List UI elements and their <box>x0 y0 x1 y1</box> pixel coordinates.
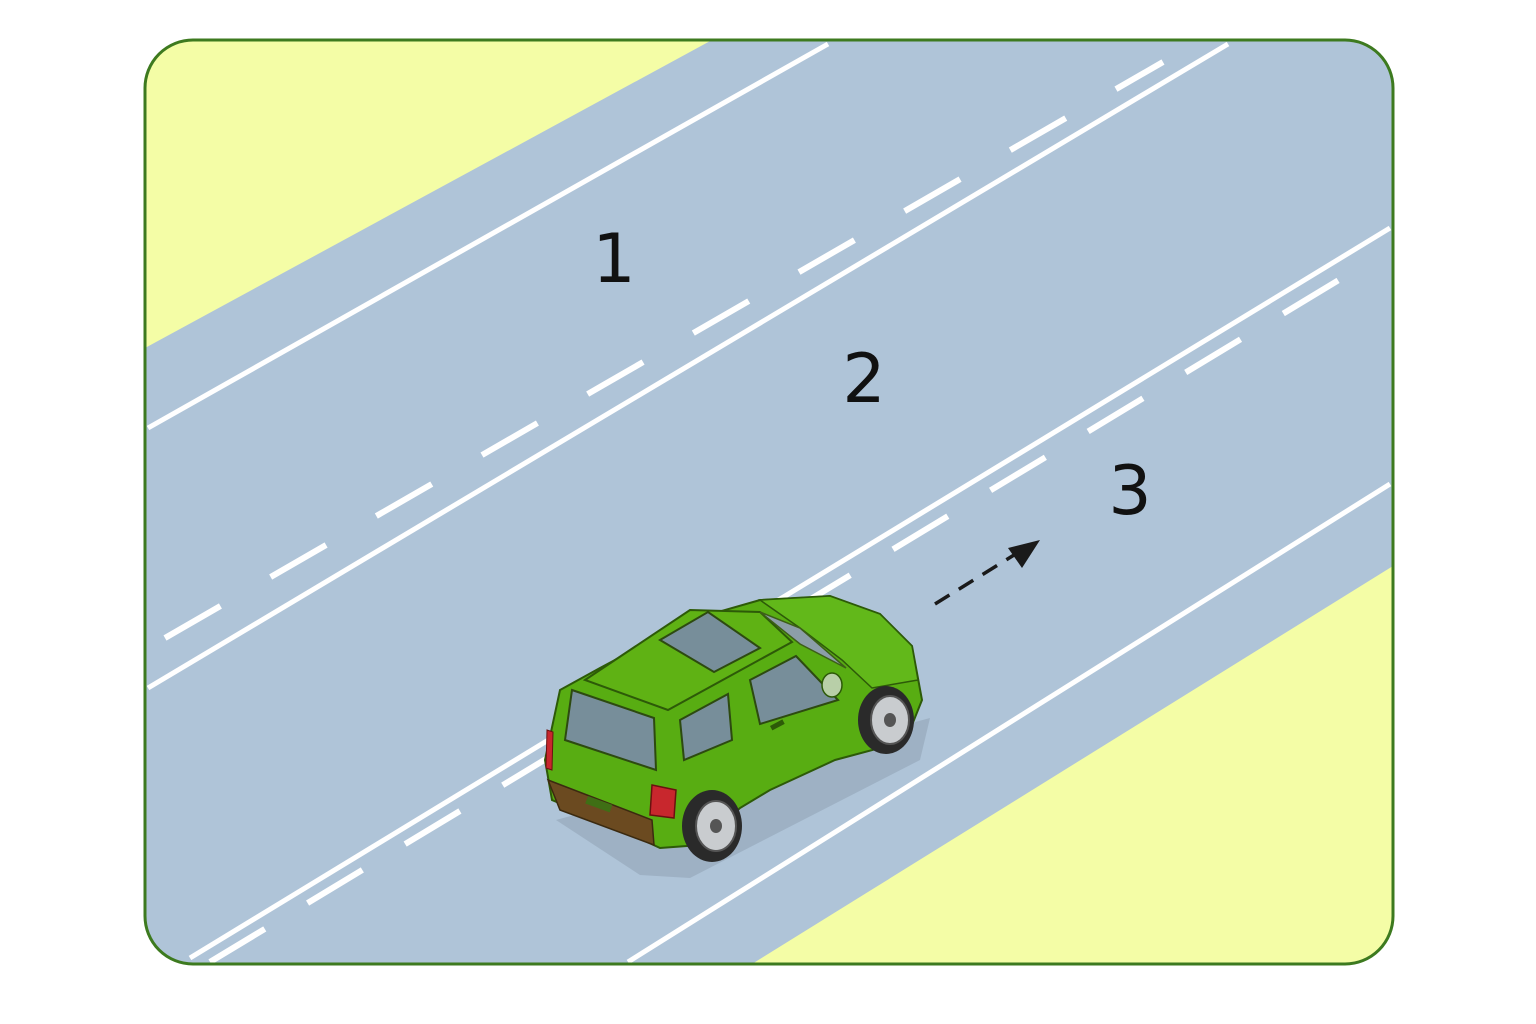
lane-label-2: 2 <box>842 340 885 419</box>
wheel-rear <box>682 790 742 862</box>
license-plate-area <box>585 795 613 813</box>
side-window-front <box>748 654 840 726</box>
car-hood <box>757 595 919 689</box>
lane-change-arrow <box>934 540 1040 606</box>
road-edge-line-right <box>626 481 1392 964</box>
road-edge-line-left <box>146 41 830 431</box>
arrow-head-icon <box>1008 540 1040 568</box>
tail-light-left <box>545 729 554 771</box>
lane-label-1: 1 <box>592 220 635 299</box>
lane-divider-solid-1-2 <box>146 41 1230 691</box>
wheel-front <box>858 686 914 754</box>
lane-label-3: 3 <box>1108 452 1151 531</box>
green-suv-car <box>543 594 930 878</box>
tail-light-right <box>649 784 677 819</box>
rear-window <box>563 688 658 772</box>
lane-divider-solid-2-3 <box>188 225 1392 961</box>
windshield <box>759 611 847 669</box>
door-handle <box>770 719 785 731</box>
side-mirror <box>821 672 843 698</box>
sunroof <box>658 610 762 674</box>
diagram-frame <box>143 38 1395 966</box>
road-surface <box>145 40 1393 964</box>
side-window-rear <box>678 692 734 762</box>
rear-bumper <box>546 778 655 847</box>
